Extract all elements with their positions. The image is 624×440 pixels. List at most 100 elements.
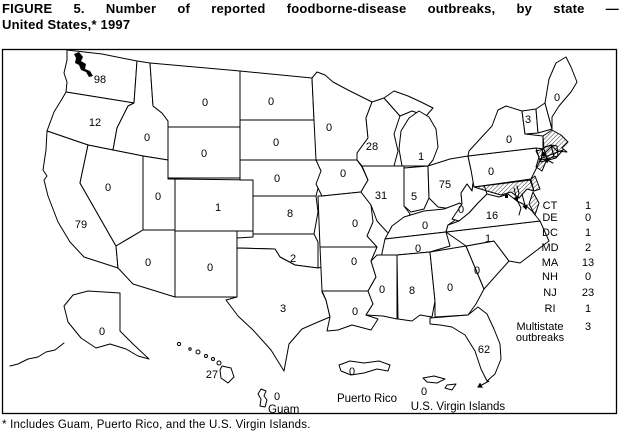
value-oh: 75 [439, 179, 451, 191]
state-fl [429, 306, 502, 382]
figure-title-line1: FIGURE 5. Number of reported foodborne-d… [2, 1, 619, 16]
value-ca: 79 [75, 219, 87, 231]
territory-puerto-rico [338, 360, 391, 376]
value-tx: 3 [280, 303, 286, 315]
value-or: 12 [89, 117, 101, 129]
multistate-label-line1: Multistate [516, 321, 563, 333]
list-value-ri: 1 [585, 303, 591, 315]
value-id: 0 [144, 132, 150, 144]
territory-usvi-st-croix [444, 383, 457, 391]
value-az: 0 [145, 257, 151, 269]
state-me [544, 56, 578, 130]
value-puerto-rico: 0 [349, 366, 355, 378]
value-in: 5 [411, 191, 417, 203]
value-ms: 0 [379, 284, 385, 296]
value-ga: 0 [447, 282, 453, 294]
state-mi [398, 110, 439, 167]
md-pointer-arrow [513, 187, 520, 202]
value-ok: 2 [290, 253, 296, 265]
state-va [445, 193, 541, 233]
state-in [403, 165, 430, 213]
map-frame [1, 48, 618, 415]
figure-title: FIGURE 5. Number of reported foodborne-d… [2, 1, 619, 33]
value-la: 0 [352, 306, 358, 318]
value-usvi: 0 [421, 386, 427, 398]
value-ne: 0 [274, 173, 280, 185]
figure-footnote: * Includes Guam, Puerto Rico, and the U.… [2, 419, 311, 431]
territory-guam [257, 388, 268, 408]
list-abbr-md: MD [541, 242, 558, 254]
state-ar [319, 246, 378, 292]
figure-title-line2: United States,* 1997 [2, 17, 131, 32]
value-ia: 0 [340, 168, 346, 180]
list-abbr-ri: RI [545, 303, 556, 315]
guam-label: Guam [268, 404, 299, 416]
value-ny: 0 [506, 134, 512, 146]
hawaii-island-lanai [211, 357, 215, 361]
aleutian-islands [9, 342, 65, 367]
puerto-rico-label: Puerto Rico [337, 393, 397, 405]
list-value-ma: 13 [582, 257, 594, 269]
delmarva-peninsula [528, 191, 540, 216]
value-sd: 0 [273, 137, 279, 149]
value-ar: 0 [351, 256, 357, 268]
list-abbr-ct: CT [543, 200, 558, 212]
value-wy: 0 [201, 148, 207, 160]
value-mt: 0 [202, 97, 208, 109]
territory-usvi-st-thomas [422, 375, 446, 384]
list-value-dc: 1 [585, 227, 591, 239]
value-hi: 27 [206, 369, 218, 381]
value-ks: 8 [287, 208, 293, 220]
value-nc: 1 [485, 233, 491, 245]
ct-ri-pointer-arrow [544, 158, 554, 164]
hawaiian-islands [176, 341, 235, 384]
state-mi-upper-peninsula [383, 90, 434, 117]
multistate-label-line2: outbreaks [516, 332, 565, 344]
hawaii-big-island [219, 365, 235, 384]
value-ky: 0 [422, 220, 428, 232]
list-value-ct: 1 [585, 200, 591, 212]
state-ak [63, 290, 150, 360]
multistate-value: 3 [585, 321, 591, 333]
list-abbr-de: DE [542, 212, 557, 224]
value-sc: 0 [474, 265, 480, 277]
list-value-nj: 23 [582, 287, 594, 299]
value-mn: 0 [326, 122, 332, 134]
list-abbr-ma: MA [542, 257, 559, 269]
puget-sound [74, 52, 93, 77]
state-wi [356, 97, 401, 167]
nj-pointer-arrow [541, 146, 552, 157]
value-me: 0 [554, 92, 560, 104]
value-co: 1 [215, 202, 221, 214]
list-abbr-nj: NJ [543, 287, 556, 299]
state-nd [239, 70, 315, 121]
value-mo: 0 [352, 218, 358, 230]
list-abbr-nh: NH [542, 271, 558, 283]
florida-keys-arrow [477, 380, 490, 388]
value-nm: 0 [207, 262, 213, 274]
value-wi: 28 [366, 141, 378, 153]
list-abbr-dc: DC [542, 227, 558, 239]
value-guam: 0 [274, 391, 280, 403]
value-nv: 0 [105, 182, 111, 194]
value-tn: 0 [415, 243, 421, 255]
de-pointer-arrow [521, 193, 528, 210]
state-dc [505, 195, 508, 198]
state-ks [252, 195, 319, 235]
hawaii-island-kauai [176, 341, 182, 347]
value-nd: 0 [268, 96, 274, 108]
hawaii-island-oahu [195, 349, 201, 355]
state-al [396, 251, 436, 322]
value-mi: 1 [418, 151, 424, 163]
value-fl: 62 [478, 344, 490, 356]
small-states-list: CT 1 DE 0 DC 1 MD 2 MA 13 NH 0 NJ 23 RI … [516, 200, 594, 344]
value-wa: 98 [94, 74, 106, 86]
hawaii-island-niihau [188, 347, 192, 351]
state-tx [225, 247, 331, 372]
hawaii-island-molokai [204, 354, 208, 358]
value-il: 31 [375, 190, 387, 202]
list-value-de: 0 [585, 212, 591, 224]
value-va: 16 [486, 210, 498, 222]
